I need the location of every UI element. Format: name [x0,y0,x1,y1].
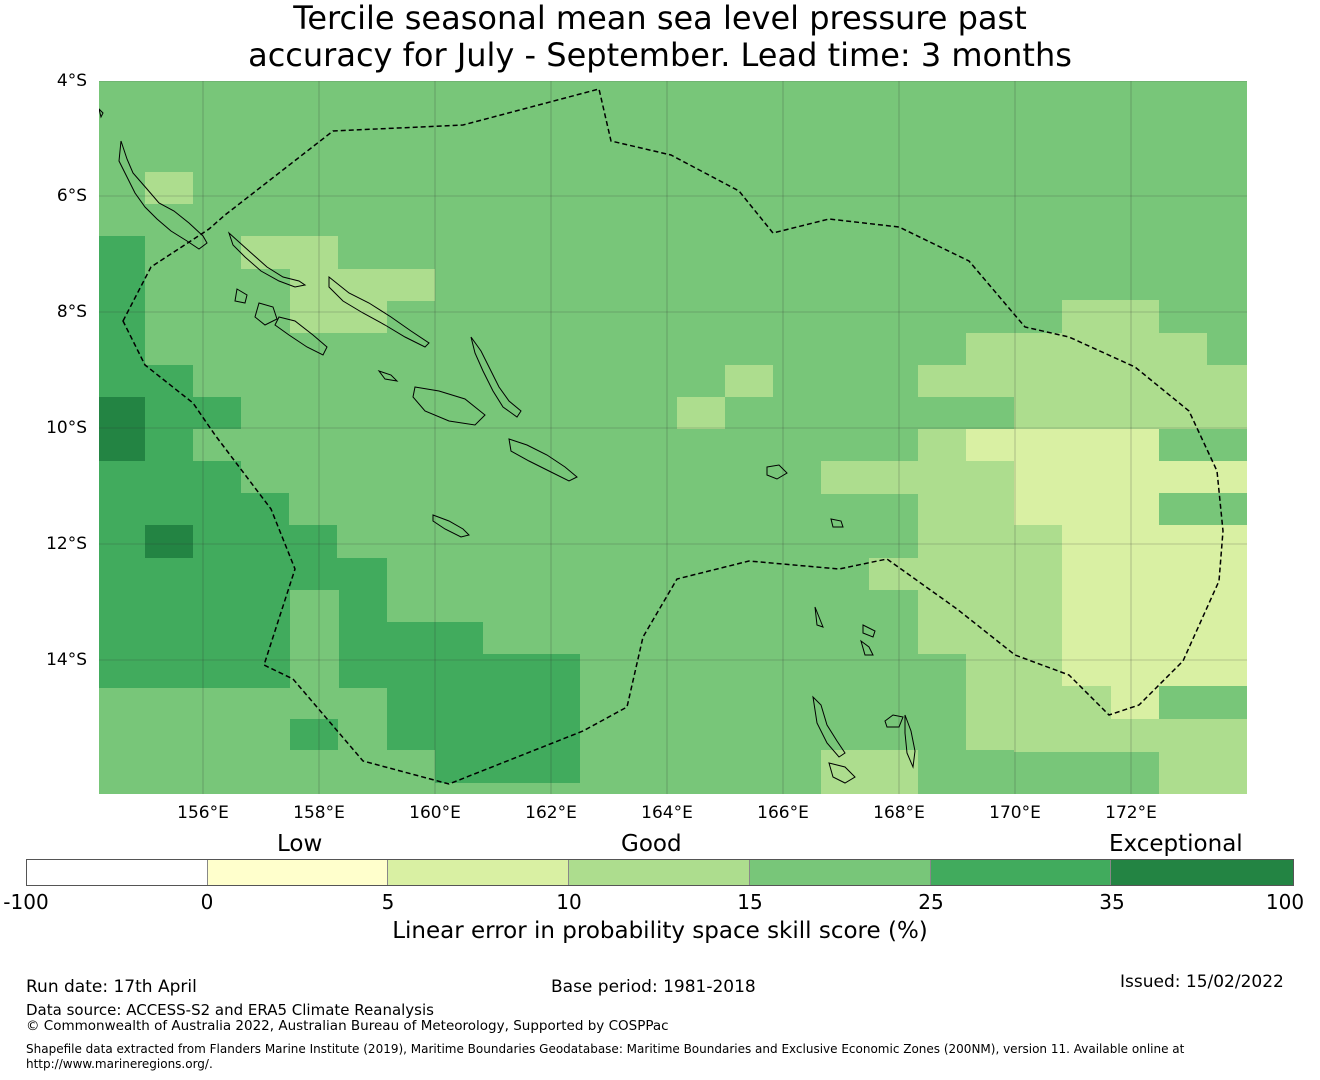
lat-label-4s: 4°S [56,71,87,91]
lat-label-6s: 6°S [56,186,87,206]
colorbar-tick-35: 35 [1099,890,1125,914]
colorbar-seg-25-35 [930,860,1112,885]
colorbar-tick-15: 15 [737,890,763,914]
lon-label-164e: 164°E [641,803,693,823]
eez-boundary [122,88,1224,785]
lat-label-12s: 12°S [46,534,87,554]
lat-label-10s: 10°S [46,418,87,438]
shapefile-credit-line-2: http://www.marineregions.org/. [26,1057,213,1071]
data-source: Data source: ACCESS-S2 and ERA5 Climate … [26,1001,434,1019]
lon-label-160e: 160°E [409,803,461,823]
lon-label-162e: 162°E [525,803,577,823]
colorbar-tick-neg100: -100 [3,890,49,914]
lon-label-172e: 172°E [1105,803,1157,823]
colorbar-seg-5-10 [388,860,570,885]
lon-label-156e: 156°E [177,803,229,823]
legend-category-exceptional: Exceptional [1109,831,1243,857]
map-gridlines [99,81,1247,794]
lon-label-168e: 168°E [873,803,925,823]
chart-title: Tercile seasonal mean sea level pressure… [0,0,1320,74]
skill-map-canvas [99,81,1247,794]
colorbar-tick-25: 25 [918,890,944,914]
issued-date: Issued: 15/02/2022 [1120,972,1284,992]
lon-label-166e: 166°E [757,803,809,823]
colorbar-seg-neg100-0 [27,860,208,885]
colorbar-label: Linear error in probability space skill … [392,918,928,944]
legend-category-good: Good [621,831,682,857]
colorbar-seg-0-5 [207,860,389,885]
colorbar-tick-0: 0 [200,890,214,914]
colorbar-tick-100: 100 [1265,890,1305,914]
colorbar-seg-15-25 [749,860,931,885]
colorbar-seg-35-100 [1111,860,1294,885]
lat-label-14s: 14°S [46,650,87,670]
title-line-2: accuracy for July - September. Lead time… [248,36,1072,74]
title-line-1: Tercile seasonal mean sea level pressure… [293,0,1027,37]
colorbar-tick-10: 10 [556,890,582,914]
colorbar-seg-10-15 [569,860,750,885]
lat-label-8s: 8°S [56,302,87,322]
region-25-35 [99,236,580,783]
legend-category-low: Low [277,831,323,857]
region-15-25-inner [99,365,580,794]
lon-label-170e: 170°E [989,803,1041,823]
legend-colorbar [26,859,1294,886]
copyright-notice: © Commonwealth of Australia 2022, Austra… [26,1018,669,1034]
base-period: Base period: 1981-2018 [551,977,756,997]
skill-map [99,81,1247,794]
region-35-100 [99,397,193,558]
region-5-10 [966,429,1247,719]
colorbar-tick-5: 5 [381,890,395,914]
island-coastlines [99,108,916,784]
run-date: Run date: 17th April [26,977,197,997]
lon-label-158e: 158°E [293,803,345,823]
region-15-25-east [821,333,1247,794]
shapefile-credit-line-1: Shapefile data extracted from Flanders M… [26,1042,1185,1056]
